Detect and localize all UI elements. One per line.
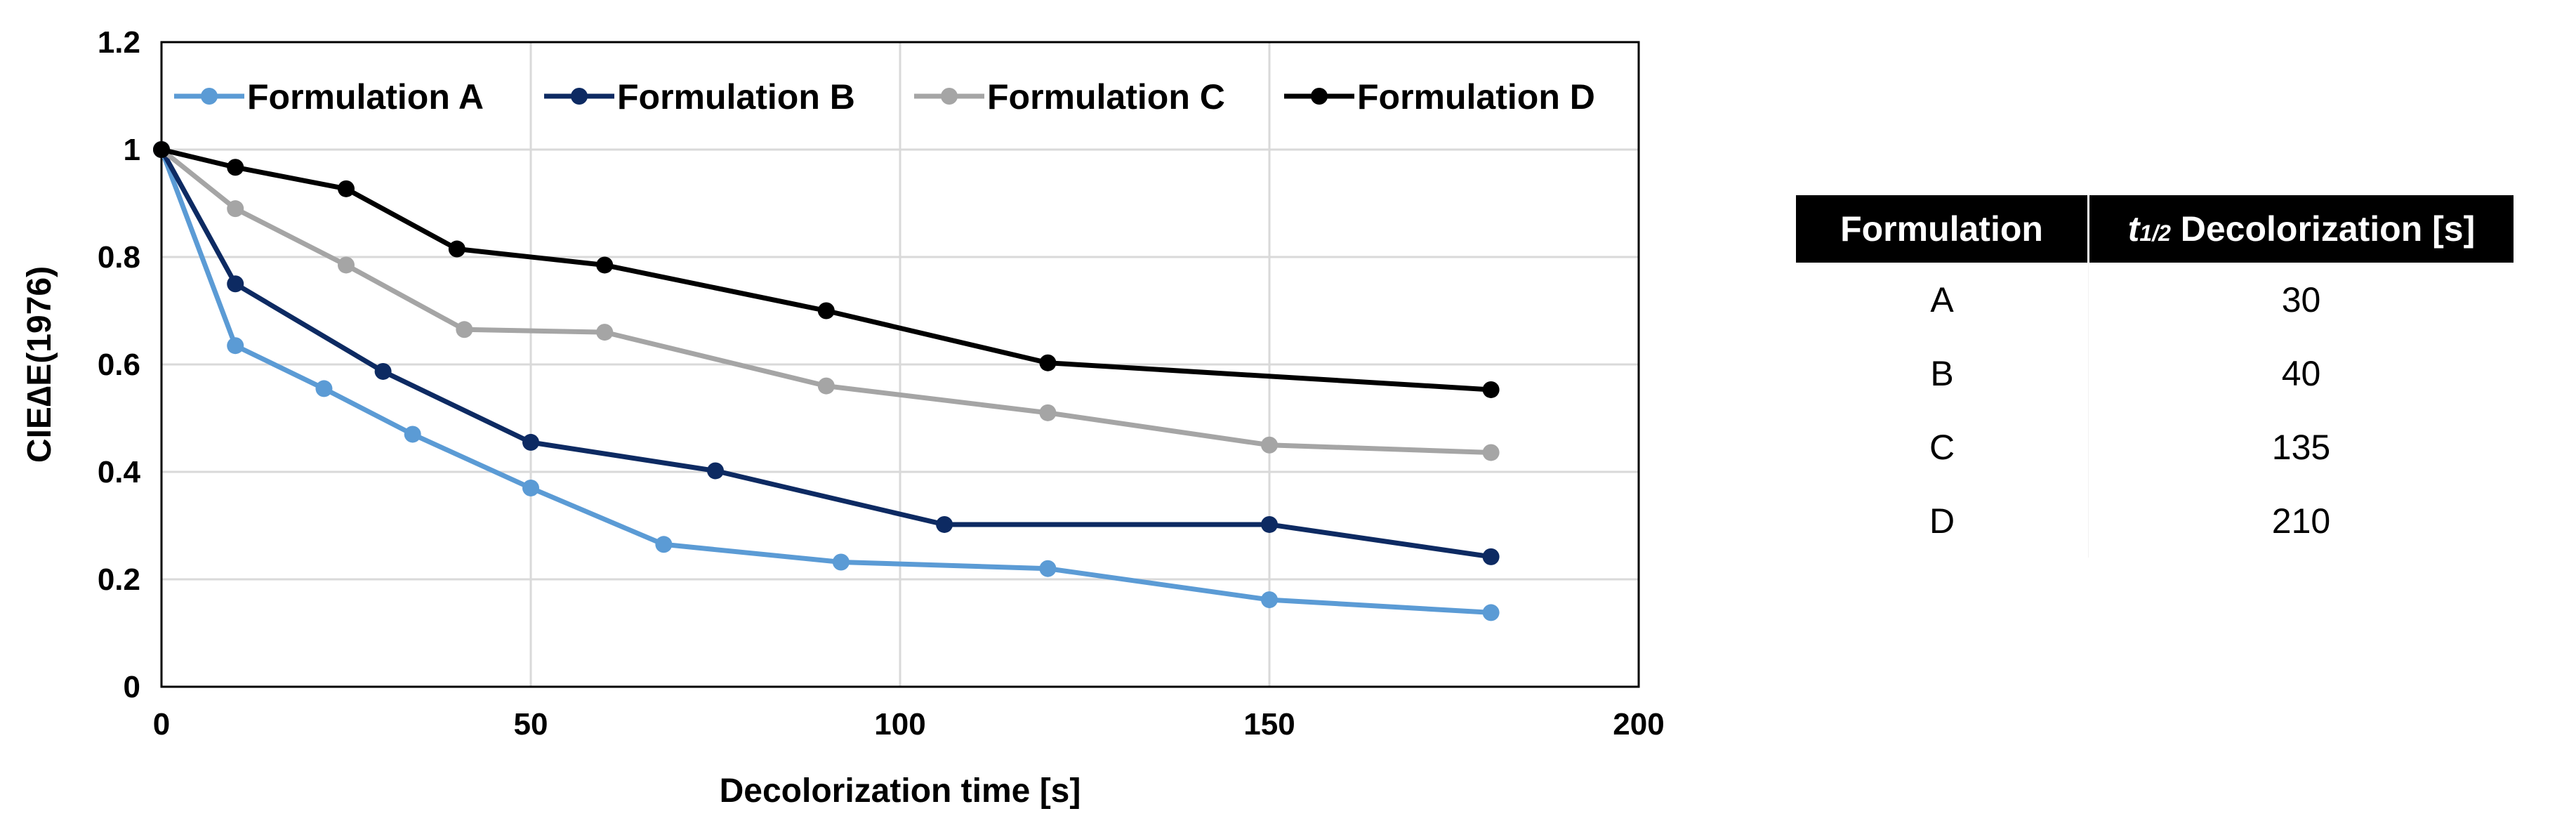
row-formulation: B [1796, 336, 2089, 410]
legend-entry: Formulation D [1284, 77, 1595, 117]
header-half-life: t1/2 Decolorization [s] [2088, 195, 2514, 263]
data-point [227, 200, 244, 218]
data-point [1039, 354, 1057, 371]
series-line [159, 148, 1492, 560]
legend-swatch-marker [201, 88, 218, 105]
row-half-life-value: 210 [2271, 501, 2331, 541]
data-point [1039, 404, 1057, 421]
row-half-life-value: 40 [2281, 353, 2321, 393]
series-b [153, 141, 1500, 565]
y-tick-label: 1 [124, 133, 140, 167]
series-layer [153, 141, 1500, 621]
data-point [374, 362, 392, 380]
y-tick-label: 1.2 [98, 25, 140, 60]
legend-label: Formulation A [247, 77, 484, 117]
data-point [596, 324, 614, 341]
data-point [227, 275, 244, 293]
y-axis-title: CIE∆E(1976) [21, 266, 58, 463]
legend-label: Formulation B [617, 77, 855, 117]
data-point [456, 321, 473, 338]
data-point [936, 515, 953, 533]
data-point [1482, 604, 1500, 621]
row-formulation: D [1796, 484, 2089, 558]
table-row: A 30 [1796, 263, 2514, 336]
header-formulation: Formulation [1796, 195, 2089, 263]
y-tick-label: 0.4 [98, 455, 141, 489]
table-row: D 210 [1796, 484, 2514, 558]
x-tick-label: 50 [514, 707, 548, 742]
data-point [1482, 381, 1500, 398]
data-point [338, 180, 355, 197]
tick-labels: 0 0.2 0.4 0.6 0.8 1 1.2 0 50 100 150 200 [98, 25, 1665, 742]
data-point [522, 479, 539, 496]
data-point [227, 159, 244, 176]
data-point [1039, 560, 1057, 577]
legend-entry: Formulation C [914, 77, 1225, 117]
data-point [338, 256, 355, 274]
legend-label: Formulation D [1357, 77, 1595, 117]
header-t-rest: Decolorization [s] [2170, 209, 2476, 249]
x-tick-label: 0 [153, 707, 170, 742]
series-d [153, 141, 1500, 398]
data-point [817, 377, 835, 395]
x-tick-label: 150 [1243, 707, 1295, 742]
y-tick-label: 0.2 [98, 562, 140, 597]
data-point [1482, 548, 1500, 565]
y-tick-label: 0.6 [98, 348, 140, 382]
data-point [153, 141, 170, 158]
plot-area-border [160, 41, 1640, 688]
legend-label: Formulation C [987, 77, 1225, 117]
row-half-life-value: 135 [2271, 427, 2331, 467]
table-row: B 40 [1796, 336, 2514, 410]
series-line [159, 148, 1491, 615]
data-point [448, 240, 465, 258]
data-point [1261, 515, 1278, 533]
legend: Formulation A Formulation B Formulation C F… [174, 77, 1595, 117]
legend-swatch-marker [1311, 88, 1328, 105]
data-point [832, 553, 850, 571]
grid-lines [161, 42, 1639, 687]
header-t-symbol: t [2127, 209, 2140, 249]
legend-entry: Formulation A [174, 77, 484, 117]
series-line [161, 147, 1491, 393]
data-point [707, 462, 724, 480]
data-point [817, 302, 835, 320]
row-half-life-value: 30 [2281, 279, 2321, 320]
y-tick-label: 0 [124, 670, 140, 704]
x-tick-label: 100 [874, 707, 925, 742]
data-point [522, 433, 539, 451]
series-c [153, 141, 1500, 461]
data-point [404, 426, 421, 443]
table-header-row: Formulation t1/2 Decolorization [s] [1796, 195, 2514, 263]
x-axis-title: Decolorization time [s] [720, 772, 1081, 810]
legend-swatch-marker [941, 88, 958, 105]
legend-swatch-marker [571, 88, 588, 105]
legend-entry: Formulation B [544, 77, 855, 117]
header-t-subscript: 1/2 [2139, 220, 2171, 246]
table-row: C 135 [1796, 410, 2514, 484]
data-point [1261, 591, 1278, 609]
data-point [655, 536, 673, 553]
data-point [227, 337, 244, 355]
row-formulation: A [1796, 263, 2089, 336]
data-point [1261, 436, 1278, 454]
data-point [315, 380, 333, 397]
y-tick-label: 0.8 [98, 240, 140, 275]
data-point [596, 256, 614, 274]
data-point [1482, 444, 1500, 461]
x-tick-label: 200 [1613, 707, 1664, 742]
row-formulation: C [1796, 410, 2089, 484]
half-life-table: Formulation t1/2 Decolorization [s] A 30… [1796, 195, 2514, 558]
